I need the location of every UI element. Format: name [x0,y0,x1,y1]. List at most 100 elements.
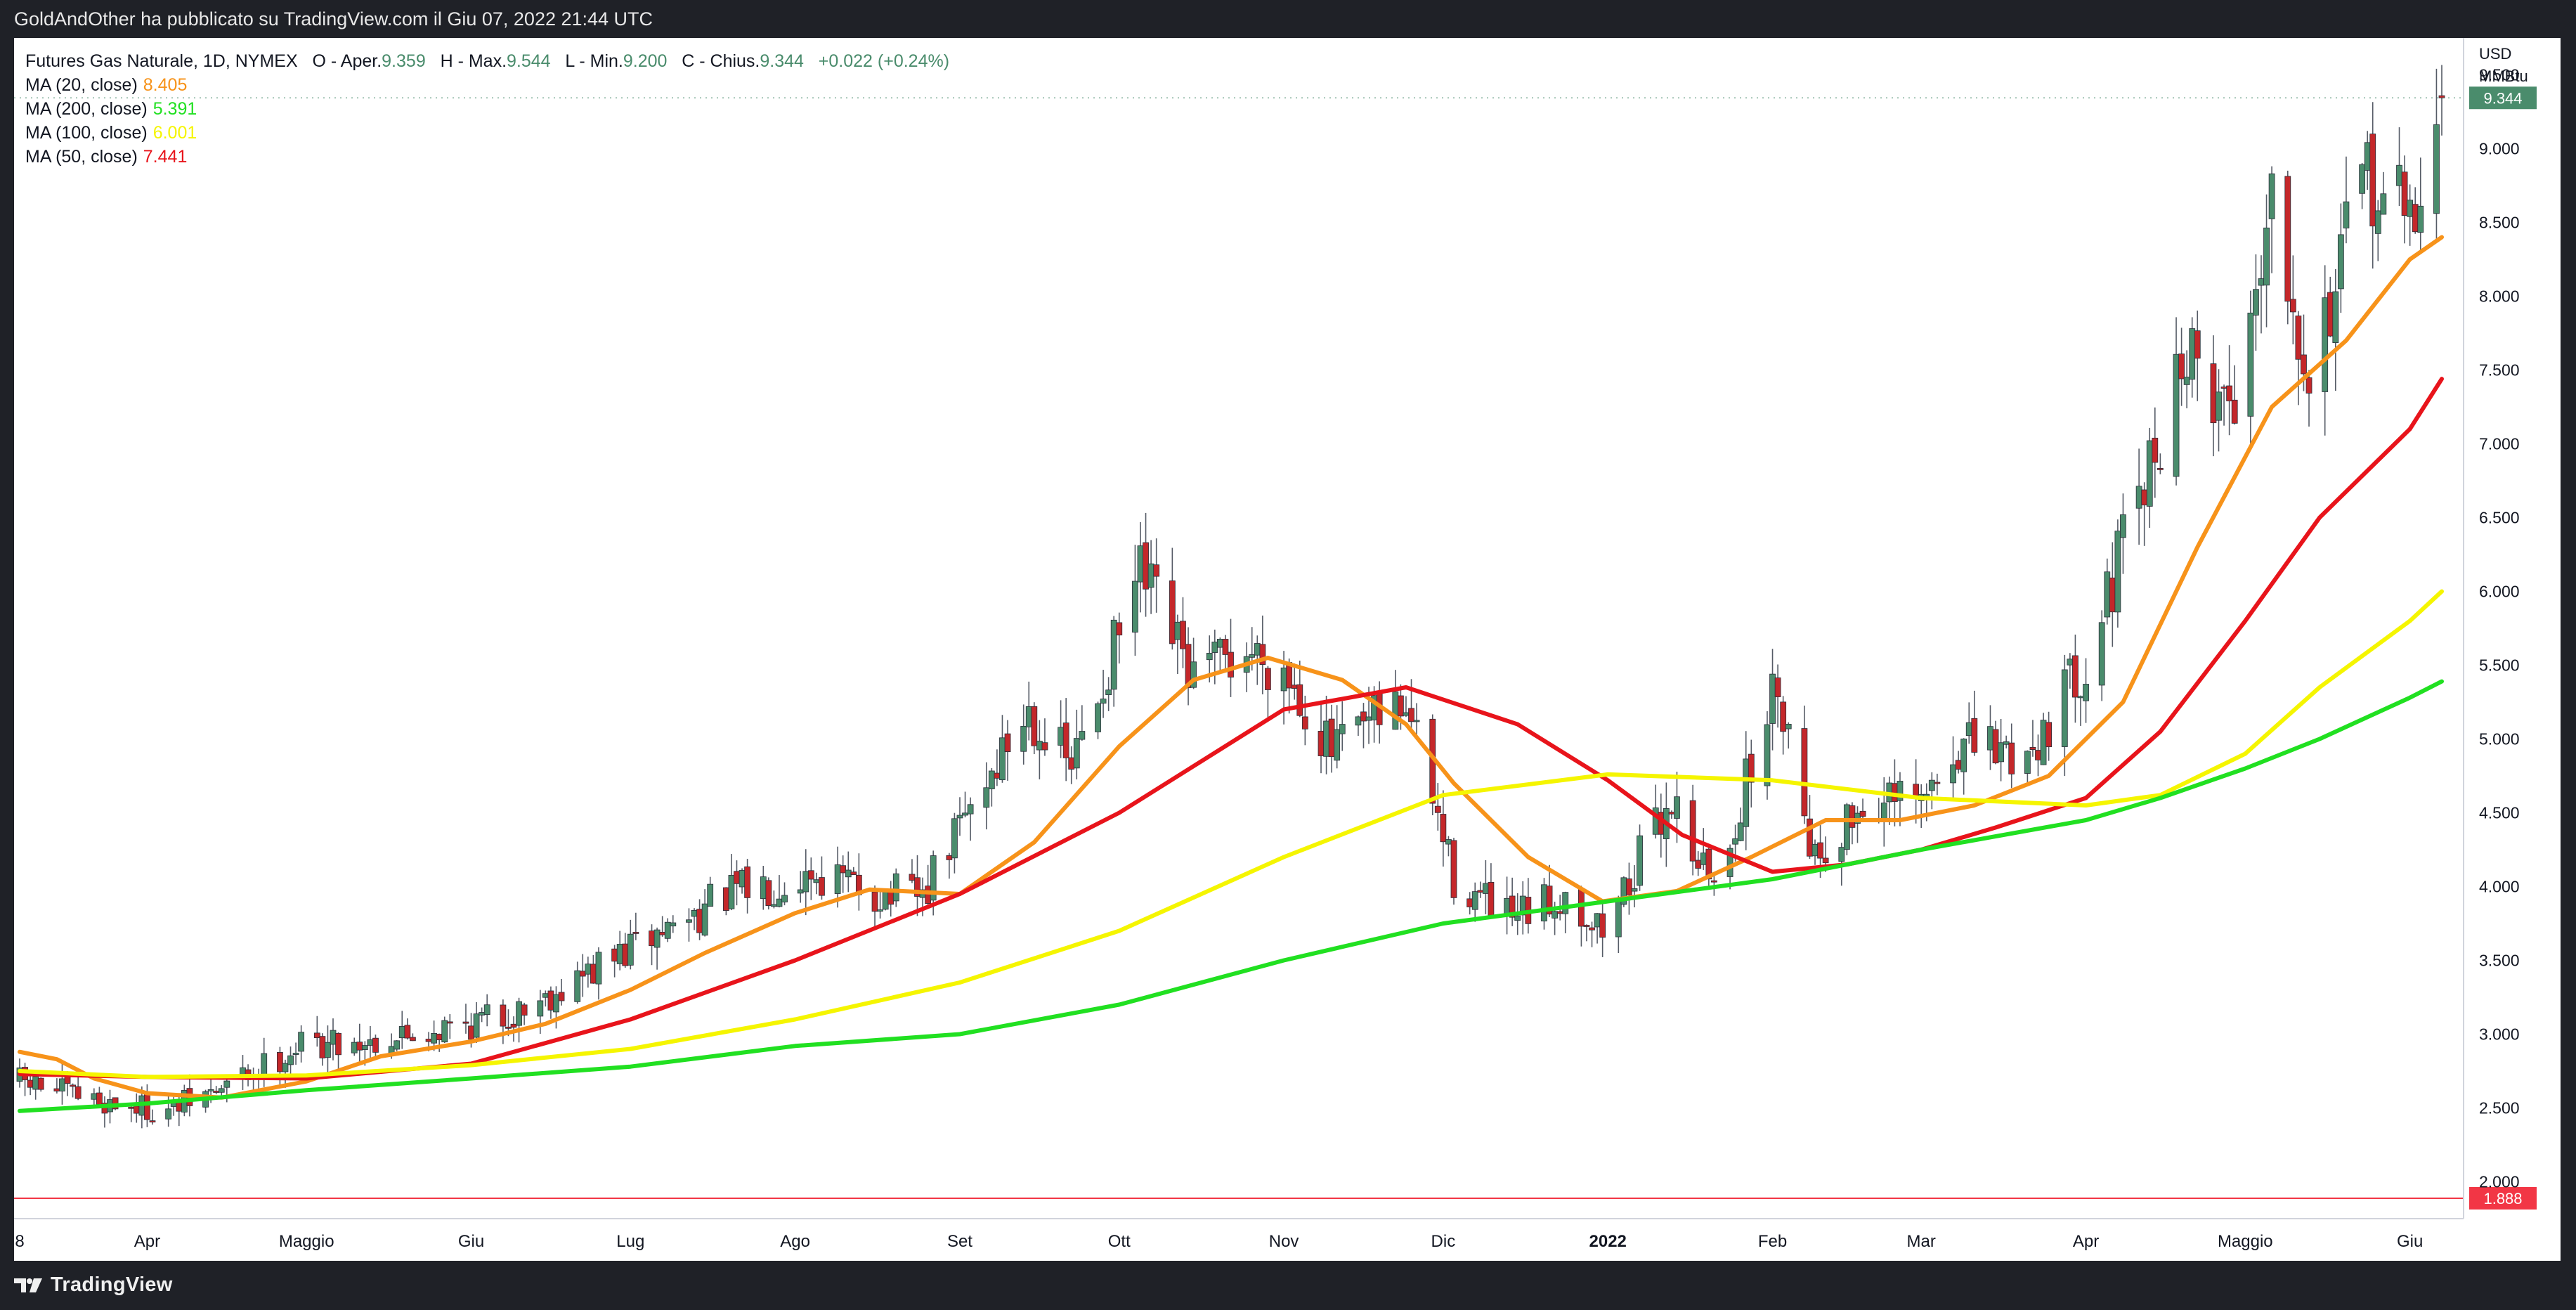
candle-body [372,1037,379,1053]
candle [2401,155,2408,244]
candle [1615,895,1622,954]
candle-body [319,1036,326,1058]
candle [802,849,809,916]
moving-average-line [18,235,2444,1100]
candle-body [649,930,655,947]
candle-body [516,1001,522,1026]
candle-body [330,1030,337,1045]
candle-body [1339,724,1346,734]
candle-body [2083,684,2089,701]
candle-body [1365,716,1372,721]
x-tick-label: Giu [458,1232,484,1251]
candle-body [840,865,847,874]
candle-body [436,1034,443,1041]
candle-body [728,875,735,909]
candle [1998,718,2004,782]
indicator-ma50[interactable]: MA (50, close) 7.441 [25,145,949,169]
candle-body [468,1025,474,1040]
candle [1859,798,1866,819]
candle [558,978,565,1006]
candle [547,986,554,1019]
candle [946,852,953,879]
candle [1743,731,1750,850]
y-tick-label: 8.500 [2479,214,2520,232]
candle-body [2146,440,2153,507]
candle-body [2268,173,2275,219]
candle [1880,777,1887,847]
candle [351,1037,358,1056]
y-tick-label: 3.000 [2479,1025,2520,1044]
candle [2364,131,2371,190]
candle [1987,705,1993,770]
candle [2380,171,2387,215]
indicator-ma100[interactable]: MA (100, close) 6.001 [25,121,949,145]
candle [701,889,708,937]
symbol-name[interactable]: Futures Gas Naturale, 1D, NYMEX [25,51,298,71]
candle [590,954,597,984]
candle [1960,738,1967,795]
candle [483,994,490,1027]
candle-body [27,1079,34,1088]
candle-body [1769,673,1776,724]
candle-body [951,818,958,859]
candle [1934,773,1941,796]
candle [2284,170,2291,325]
candle [771,890,777,909]
candle-body [1318,730,1325,756]
moving-averages-layer [18,235,2444,1113]
candle-body [930,855,937,901]
candle [840,855,847,893]
candle [1360,703,1367,748]
candle-body [1211,642,1218,653]
candle [2231,365,2238,424]
candle-body [2120,514,2126,538]
candle-body [2178,354,2185,380]
candle-body [2067,659,2074,666]
candle-body [1392,691,1399,730]
candle [1339,701,1346,751]
candle [1216,637,1223,670]
candle-body [914,877,921,897]
candle-body [547,990,554,1011]
candle [1025,681,1032,741]
price-chart[interactable]: 1.888 USD MMBtu 2.000 2.500 3.000 3.500 4.000 4… [14,38,2561,1261]
publisher-bar: GoldAndOther ha pubblicato su TradingVie… [0,0,2576,38]
candle-body [149,1120,156,1123]
candle-body [882,891,889,910]
tradingview-logo[interactable]: TradingView [14,1273,173,1297]
y-tick-label: 5.500 [2479,656,2520,675]
candle [722,887,729,916]
candle [887,881,895,917]
candle [2327,276,2334,337]
candle-body [1360,711,1367,722]
candle-body [2189,328,2196,380]
candle-body [967,804,974,815]
indicator-ma20[interactable]: MA (20, close) 8.405 [25,73,949,97]
candle-body [462,1021,469,1024]
candle [1658,793,1665,858]
candle [441,1016,448,1044]
candle [1355,715,1362,736]
candle [744,859,751,914]
candle-body [781,895,788,902]
candle-body [760,876,767,900]
candle [393,1040,401,1051]
indicator-ma200[interactable]: MA (200, close) 5.391 [25,97,949,121]
candle-body [2109,577,2116,613]
x-tick-label: 8 [15,1232,24,1251]
candle-body [1174,621,1181,640]
candle-body [1849,805,1856,828]
candle-body [218,1088,225,1093]
candle-body [2327,292,2334,337]
tradingview-logo-text: TradingView [51,1273,173,1296]
candle-body [1434,805,1441,813]
candle [2061,654,2068,777]
candle [1965,702,1972,744]
candle-body [585,964,592,975]
candle [2263,194,2270,328]
candle-body [1748,753,1755,783]
candle-body [425,1039,432,1042]
candle-body [850,871,857,876]
candle-body [653,929,661,948]
candle-body [579,971,586,977]
